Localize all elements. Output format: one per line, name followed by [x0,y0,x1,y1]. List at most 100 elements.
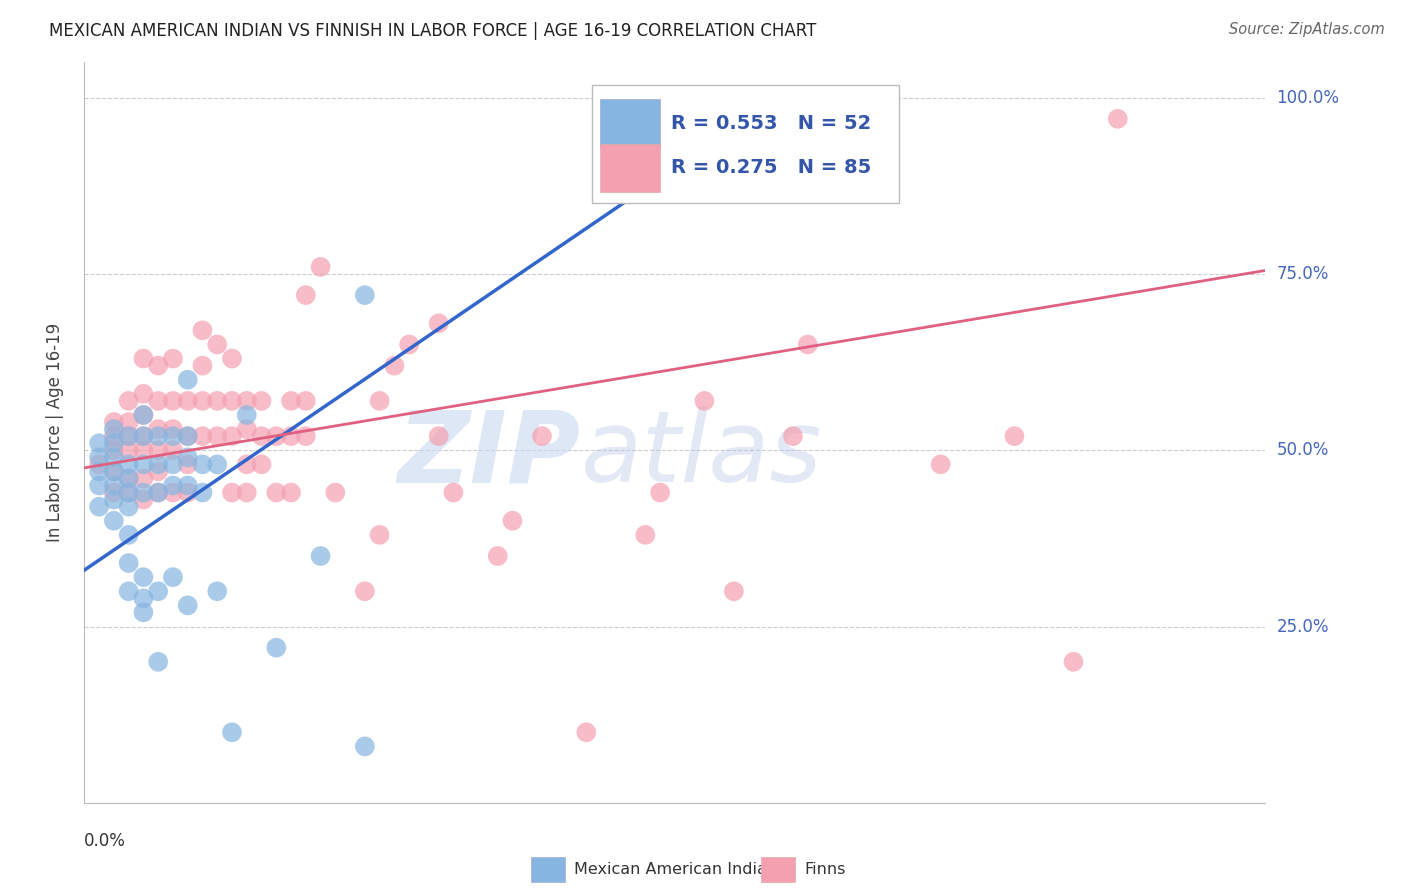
Point [501,514,523,528]
Point [266,640,288,655]
Point [250,429,273,443]
Point [132,408,155,422]
Point [693,393,716,408]
Point [177,458,200,472]
Point [118,528,141,542]
Point [118,500,141,514]
Point [103,450,125,465]
Point [148,485,170,500]
Point [118,471,141,485]
Text: Finns: Finns [804,862,846,877]
Point [148,393,170,408]
Point [118,584,141,599]
FancyBboxPatch shape [761,857,796,882]
Point [162,485,184,500]
Point [132,443,155,458]
FancyBboxPatch shape [592,85,900,203]
Text: 50.0%: 50.0% [1277,442,1329,459]
FancyBboxPatch shape [600,144,659,192]
Point [398,337,420,351]
Point [280,485,302,500]
Point [162,478,184,492]
Point [650,485,672,500]
Point [221,429,243,443]
Point [250,393,273,408]
FancyBboxPatch shape [531,857,565,882]
Point [103,464,125,478]
Point [177,599,200,613]
Point [118,485,141,500]
Point [132,492,155,507]
Point [132,408,155,422]
Point [148,422,170,436]
Point [132,606,155,620]
Point [236,422,259,436]
Point [177,429,200,443]
Point [191,458,214,472]
Point [191,429,214,443]
Point [87,450,111,465]
Point [118,556,141,570]
Point [148,464,170,478]
Point [177,373,200,387]
Point [148,458,170,472]
Point [148,584,170,599]
Point [103,478,125,492]
FancyBboxPatch shape [600,99,659,147]
Text: R = 0.553   N = 52: R = 0.553 N = 52 [671,114,872,133]
Point [103,514,125,528]
Point [177,450,200,465]
Text: ZIP: ZIP [398,407,581,503]
Text: 25.0%: 25.0% [1277,617,1329,635]
Point [177,478,200,492]
Point [207,458,229,472]
Point [250,458,273,472]
Point [103,436,125,450]
Point [427,429,450,443]
Point [103,415,125,429]
Point [118,415,141,429]
Text: MEXICAN AMERICAN INDIAN VS FINNISH IN LABOR FORCE | AGE 16-19 CORRELATION CHART: MEXICAN AMERICAN INDIAN VS FINNISH IN LA… [49,22,817,40]
Point [87,458,111,472]
Point [236,393,259,408]
Point [148,429,170,443]
Point [103,485,125,500]
Point [132,429,155,443]
Point [1004,429,1026,443]
Y-axis label: In Labor Force | Age 16-19: In Labor Force | Age 16-19 [45,323,63,542]
Point [1063,655,1085,669]
Point [118,458,141,472]
Point [103,429,125,443]
Point [118,393,141,408]
Point [162,570,184,584]
Point [325,485,347,500]
Point [280,429,302,443]
Point [118,471,141,485]
Point [148,485,170,500]
Point [634,528,657,542]
Text: atlas: atlas [581,407,823,503]
Point [87,464,111,478]
Point [118,485,141,500]
Point [87,436,111,450]
Point [132,570,155,584]
Point [221,725,243,739]
Point [162,393,184,408]
Text: 100.0%: 100.0% [1277,88,1340,107]
Point [191,393,214,408]
Text: 0.0%: 0.0% [84,832,127,850]
Point [664,175,686,189]
Point [118,429,141,443]
Point [162,351,184,366]
Point [162,443,184,458]
Point [148,655,170,669]
Point [132,591,155,606]
Point [207,393,229,408]
Point [354,288,377,302]
Text: R = 0.275   N = 85: R = 0.275 N = 85 [671,159,872,178]
Point [236,458,259,472]
Point [207,337,229,351]
Point [575,725,598,739]
Point [118,443,141,458]
Point [236,408,259,422]
